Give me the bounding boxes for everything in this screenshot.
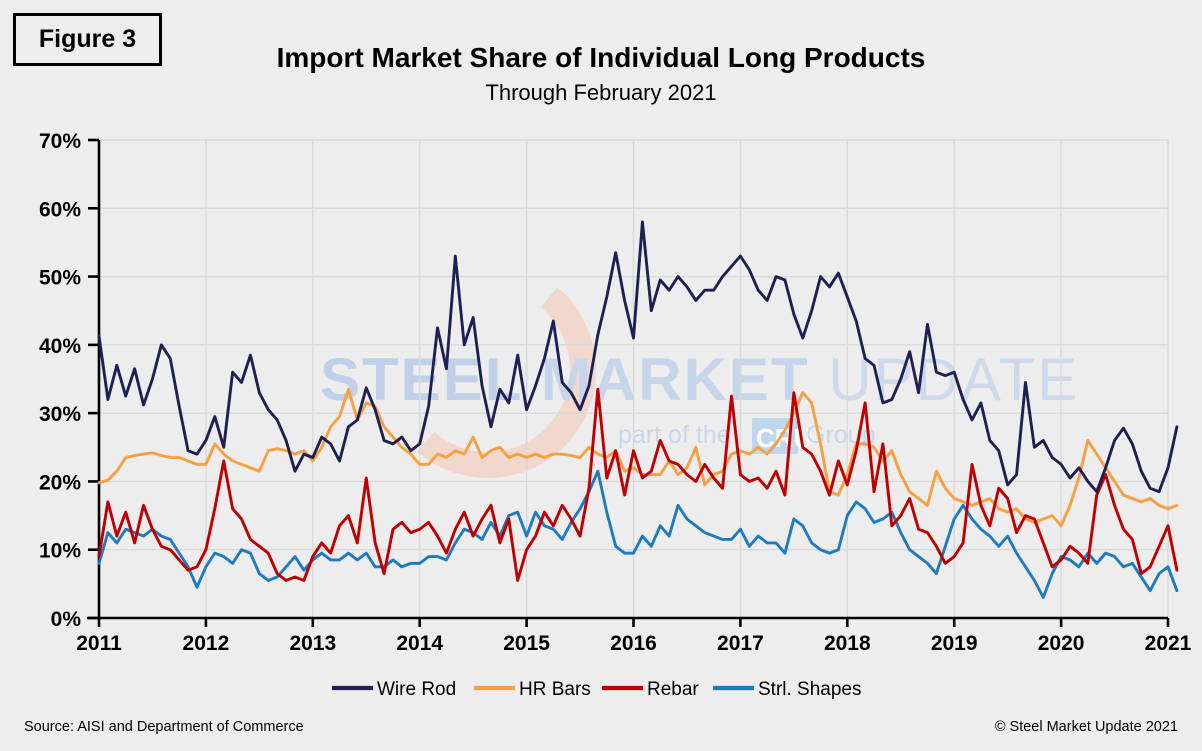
figure-badge-label: Figure 3 — [38, 25, 137, 53]
svg-text:50%: 50% — [39, 267, 81, 290]
legend-item-strl-shapes[interactable]: Strl. Shapes — [713, 679, 862, 700]
series-line-strl-shapes — [97, 469, 1179, 599]
y-axis-ticks: 0% 10% 20% 30% 40% 50% 60% 70% — [39, 130, 99, 631]
svg-text:2017: 2017 — [717, 632, 764, 655]
gridlines — [99, 139, 1169, 618]
svg-text:STEEL MARKET UPDATE: STEEL MARKET UPDATE — [320, 346, 1079, 413]
svg-text:2021: 2021 — [1145, 632, 1192, 655]
legend-label: Wire Rod — [377, 679, 456, 700]
series-line-rebar — [97, 387, 1179, 582]
svg-text:part of the: part of the — [618, 421, 731, 449]
svg-text:2014: 2014 — [396, 632, 443, 655]
svg-text:2019: 2019 — [931, 632, 978, 655]
series-line-wire-rod — [97, 220, 1179, 494]
svg-text:2011: 2011 — [76, 632, 122, 655]
svg-text:2020: 2020 — [1038, 632, 1085, 655]
legend-label: HR Bars — [519, 679, 591, 700]
legend-item-hr-bars[interactable]: HR Bars — [474, 679, 591, 700]
page-subtitle: Through February 2021 — [485, 80, 717, 105]
page-title: Import Market Share of Individual Long P… — [276, 42, 926, 73]
legend-label: Strl. Shapes — [758, 679, 862, 700]
figure-badge: Figure 3 — [13, 13, 162, 66]
copyright-note: © Steel Market Update 2021 — [994, 719, 1178, 735]
axes — [87, 140, 1168, 620]
svg-text:2018: 2018 — [824, 632, 871, 655]
legend-item-rebar[interactable]: Rebar — [602, 679, 699, 700]
data-series — [97, 220, 1179, 599]
svg-text:0%: 0% — [51, 608, 82, 631]
svg-text:60%: 60% — [39, 198, 81, 221]
series-line-hr-bars — [97, 387, 1179, 528]
svg-text:70%: 70% — [39, 130, 81, 153]
svg-text:2016: 2016 — [610, 632, 657, 655]
svg-text:2012: 2012 — [183, 632, 230, 655]
svg-text:30%: 30% — [39, 403, 81, 426]
legend-item-wire-rod[interactable]: Wire Rod — [332, 679, 456, 700]
legend-label: Rebar — [647, 679, 699, 700]
svg-text:2015: 2015 — [503, 632, 550, 655]
svg-text:20%: 20% — [39, 471, 81, 494]
source-note: Source: AISI and Department of Commerce — [24, 719, 304, 735]
svg-text:10%: 10% — [39, 540, 81, 563]
x-axis-ticks: 2011 2012 2013 2014 2015 2016 2017 2018 2019 2020… — [76, 618, 1192, 655]
svg-text:40%: 40% — [39, 335, 81, 358]
chart-legend: Wire Rod HR Bars Rebar Strl. Shapes — [332, 679, 862, 700]
svg-text:2013: 2013 — [289, 632, 336, 655]
